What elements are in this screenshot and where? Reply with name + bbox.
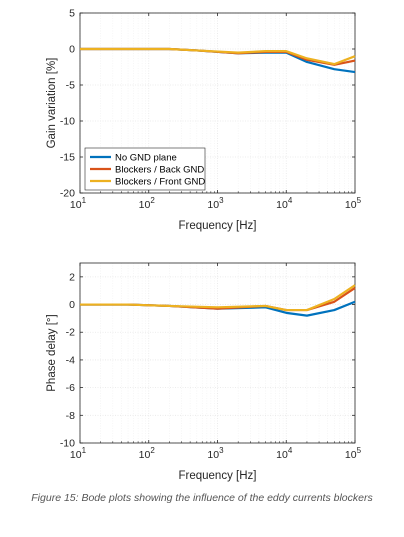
x-tick-label: 104 xyxy=(276,196,293,211)
legend-label-1: No GND plane xyxy=(115,152,177,163)
x-tick-exponent: 4 xyxy=(288,446,293,455)
y-tick-label: -15 xyxy=(60,152,75,164)
x-tick-label: 105 xyxy=(345,196,362,211)
y-tick-label: -6 xyxy=(66,382,75,394)
y-tick-label: -5 xyxy=(66,80,75,92)
x-tick-exponent: 4 xyxy=(288,196,293,205)
x-tick-exponent: 3 xyxy=(219,446,224,455)
legend-label-3: Blockers / Front GND xyxy=(115,176,205,187)
y-tick-label: -4 xyxy=(66,354,75,366)
y-axis-label: Gain variation [%] xyxy=(46,58,58,149)
x-tick-base: 10 xyxy=(345,199,357,211)
y-tick-label: -20 xyxy=(60,188,75,200)
y-axis-label: Phase delay [°] xyxy=(46,314,58,391)
x-tick-exponent: 2 xyxy=(150,446,155,455)
x-tick-label: 103 xyxy=(207,446,224,461)
x-tick-label: 102 xyxy=(139,196,156,211)
x-tick-base: 10 xyxy=(276,449,288,461)
x-tick-label: 101 xyxy=(70,446,87,461)
x-axis-label: Frequency [Hz] xyxy=(179,220,257,232)
x-tick-label: 102 xyxy=(139,446,156,461)
x-tick-exponent: 1 xyxy=(82,196,87,205)
x-tick-base: 10 xyxy=(70,449,82,461)
y-tick-label: 2 xyxy=(69,271,75,283)
series-line-3 xyxy=(80,284,356,312)
x-tick-label: 103 xyxy=(207,196,224,211)
x-tick-exponent: 5 xyxy=(357,196,362,205)
x-tick-exponent: 3 xyxy=(219,196,224,205)
y-tick-label: 5 xyxy=(69,8,75,20)
figure-caption: Figure 15: Bode plots showing the influe… xyxy=(31,492,373,504)
y-tick-label: -8 xyxy=(66,410,75,422)
series-line-3 xyxy=(80,47,356,66)
x-tick-label: 105 xyxy=(345,446,362,461)
x-tick-label: 101 xyxy=(70,196,87,211)
x-tick-base: 10 xyxy=(139,199,151,211)
x-tick-base: 10 xyxy=(345,449,357,461)
y-tick-label: -2 xyxy=(66,327,75,339)
x-tick-label: 104 xyxy=(276,446,293,461)
x-tick-exponent: 2 xyxy=(150,196,155,205)
x-tick-exponent: 5 xyxy=(357,446,362,455)
x-tick-base: 10 xyxy=(70,199,82,211)
x-axis-label: Frequency [Hz] xyxy=(179,470,257,482)
x-tick-base: 10 xyxy=(207,199,219,211)
x-tick-base: 10 xyxy=(139,449,151,461)
y-tick-label: 0 xyxy=(69,299,75,311)
y-tick-label: 0 xyxy=(69,44,75,56)
x-tick-base: 10 xyxy=(276,199,288,211)
y-tick-label: -10 xyxy=(60,116,75,128)
x-tick-base: 10 xyxy=(207,449,219,461)
y-tick-label: -10 xyxy=(60,438,75,450)
x-tick-exponent: 1 xyxy=(82,446,87,455)
legend-label-2: Blockers / Back GND xyxy=(115,164,204,175)
